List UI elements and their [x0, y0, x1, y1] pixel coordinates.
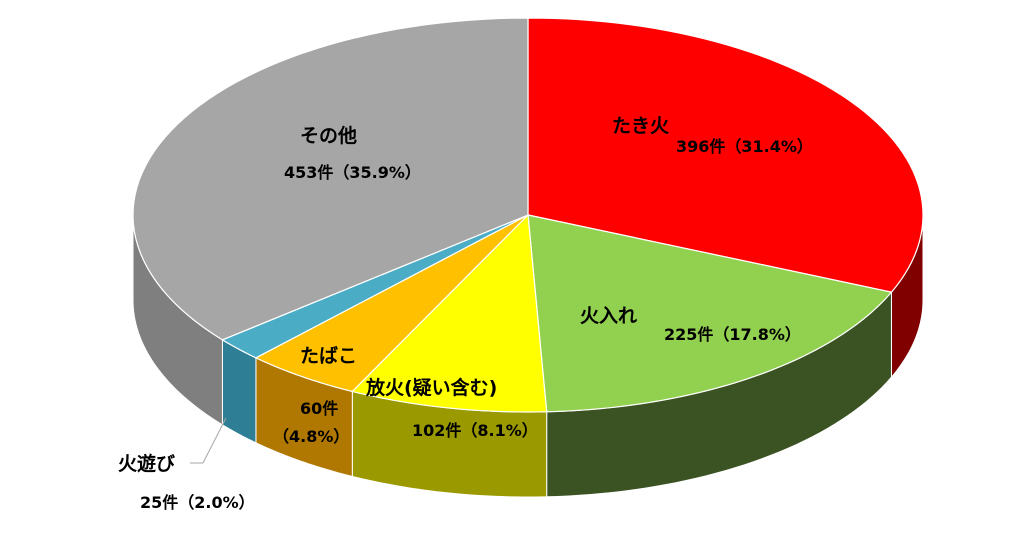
- slice-value-sonota: 453件（35.9%）: [284, 163, 421, 182]
- slice-tabako: [254, 214, 529, 393]
- slice-label-hiasobi: 火遊び: [118, 452, 175, 475]
- pie-labels: たき火 396件（31.4%） 火入れ 225件（17.8%） 放火(疑い含む)…: [118, 115, 813, 512]
- slice-value-houka: 102件（8.1%）: [412, 421, 538, 440]
- slice-value-tabako: 60件: [300, 399, 338, 418]
- slice-value-tabako-pct: （4.8%）: [273, 427, 349, 446]
- slice-label-tabako: たばこ: [300, 345, 357, 367]
- leader-line-hiasobi: [202, 417, 227, 464]
- slice-label-hiire: 火入れ: [580, 305, 637, 327]
- slice-hiire: [527, 214, 893, 413]
- slice-label-sonota: その他: [300, 124, 357, 147]
- slice-sonota: [132, 17, 529, 341]
- slice-value-hiire: 225件（17.8%）: [664, 325, 801, 344]
- slice-takibi: [527, 17, 924, 293]
- slice-value-takibi: 396件（31.4%）: [676, 137, 813, 156]
- pie-tops: [132, 17, 924, 413]
- slice-hiasobi: [221, 214, 529, 359]
- pie-sides: [132, 214, 924, 498]
- slice-label-takibi: たき火: [612, 115, 670, 137]
- slice-label-houka: 放火(疑い含む): [365, 376, 497, 399]
- slice-value-hiasobi: 25件（2.0%）: [140, 493, 255, 512]
- slice-houka: [351, 213, 548, 413]
